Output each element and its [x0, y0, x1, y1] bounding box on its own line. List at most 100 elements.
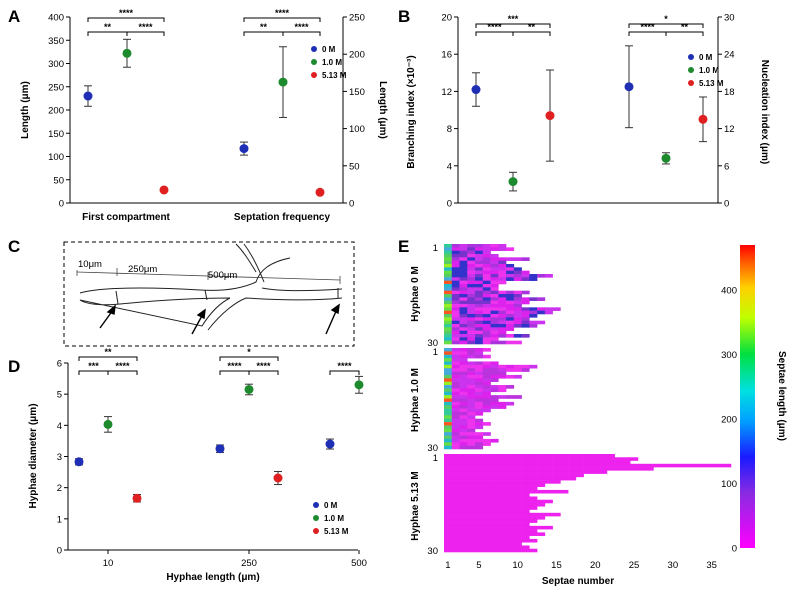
scale-label-250: 250μm — [128, 264, 157, 275]
heatmap-cell — [444, 391, 453, 396]
heatmap-cell — [482, 442, 491, 446]
heatmap-cell — [451, 408, 460, 413]
heatmap-cell — [498, 274, 507, 278]
b-sig-label: **** — [640, 22, 655, 32]
heatmap-cell — [490, 304, 499, 308]
heatmap-cell — [529, 499, 538, 504]
heatmap-cell — [506, 503, 515, 507]
heatmap-cell — [490, 519, 499, 523]
heatmap-cell — [490, 340, 499, 345]
heatmap-cell — [537, 512, 546, 517]
heatmap-cell — [490, 314, 499, 318]
heatmap-cell — [467, 516, 476, 520]
heatmap-cell — [451, 467, 460, 471]
heatmap-cell — [467, 457, 476, 461]
heatmap-cell — [490, 324, 499, 328]
heatmap-cell — [475, 324, 484, 328]
heatmap-cell — [451, 324, 460, 328]
heatmap-cell — [467, 260, 476, 265]
heatmap-cell — [506, 538, 515, 543]
heatmap-cell — [490, 405, 499, 409]
a-category-1: First compartment — [82, 212, 170, 223]
heatmap-cell — [459, 395, 468, 399]
heatmap-cell — [467, 548, 476, 553]
heatmap-cell — [451, 320, 460, 325]
colorbar — [740, 245, 755, 548]
heatmap-cell — [482, 371, 491, 376]
heatmap-cell — [459, 532, 468, 536]
heatmap-cell — [475, 442, 484, 446]
heatmap-cell — [521, 463, 530, 468]
heatmap-cell — [459, 415, 468, 419]
heatmap-cell — [459, 368, 468, 372]
heatmap-cell — [444, 535, 453, 540]
heatmap-cell — [482, 532, 491, 536]
heatmap-cell — [467, 371, 476, 376]
b-ytick-label: 8 — [447, 124, 452, 135]
b-sig-bracket — [665, 31, 704, 36]
heatmap-cell — [614, 467, 623, 471]
heatmap-cell — [513, 473, 522, 478]
heatmap-cell — [467, 257, 476, 261]
heatmap-cell — [467, 538, 476, 543]
heatmap-cell — [482, 480, 491, 484]
heatmap-cell — [482, 422, 491, 426]
heatmap-cell — [451, 545, 460, 550]
heatmap-cell — [560, 473, 569, 478]
heatmap-cell — [467, 324, 476, 328]
heatmap-cell — [498, 290, 507, 295]
heatmap-cell — [513, 532, 522, 536]
heatmap-cell — [459, 320, 468, 325]
heatmap-cell — [498, 280, 507, 285]
heatmap-cell — [506, 374, 515, 379]
heatmap-cell — [513, 340, 522, 345]
heatmap-cell — [467, 425, 476, 430]
a-ytick-label: 100 — [48, 152, 64, 163]
heatmap-cell — [459, 535, 468, 540]
heatmap-cell — [444, 516, 453, 520]
heatmap-cell — [451, 364, 460, 369]
heatmap-cell — [506, 525, 515, 530]
heatmap-cell — [490, 337, 499, 341]
heatmap-cell — [459, 408, 468, 413]
b-legend-marker — [688, 54, 694, 60]
colorbar-tick-label: 300 — [721, 350, 737, 361]
heatmap-cell — [451, 411, 460, 416]
heatmap-cell — [467, 254, 476, 258]
a-point-0M-0 — [83, 91, 93, 101]
heatmap-cell — [498, 476, 507, 481]
heatmap-cell — [444, 290, 453, 295]
heatmap-cell — [475, 354, 484, 359]
heatmap-cell — [506, 506, 515, 510]
heatmap-cell — [459, 391, 468, 396]
heatmap-cell — [482, 529, 491, 533]
heatmap-cell — [444, 250, 453, 255]
heatmap-cell — [521, 522, 530, 527]
e-xtick-label: 30 — [668, 560, 679, 571]
heatmap-cell — [606, 467, 615, 471]
septum-2 — [204, 289, 208, 301]
heatmap-cell — [459, 432, 468, 436]
heatmap-cell — [529, 320, 538, 325]
heatmap-cell — [459, 405, 468, 409]
heatmap-cell — [459, 381, 468, 386]
heatmap-cell — [490, 529, 499, 533]
heatmap-cell — [467, 454, 476, 458]
heatmap-cell — [444, 509, 453, 514]
heatmap-cell — [475, 290, 484, 295]
heatmap-cell — [451, 486, 460, 491]
heatmap-cell — [506, 512, 515, 517]
heatmap-cell — [475, 270, 484, 275]
heatmap-cell — [490, 480, 499, 484]
heatmap-cell — [459, 388, 468, 393]
heatmap-cell — [467, 398, 476, 403]
heatmap-cell — [475, 454, 484, 458]
heatmap-cell — [475, 425, 484, 430]
heatmap-cell — [459, 257, 468, 261]
heatmap-cell — [475, 460, 484, 465]
heatmap-cell — [482, 294, 491, 298]
heatmap-cell — [482, 483, 491, 487]
heatmap-cell — [451, 470, 460, 474]
heatmap-cell — [444, 374, 453, 379]
a-legend-label: 1.0 M — [322, 58, 342, 67]
